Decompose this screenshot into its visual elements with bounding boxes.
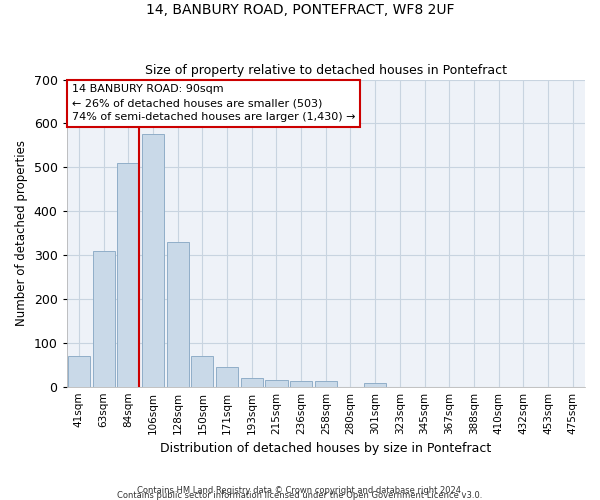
Bar	[241, 378, 263, 386]
Bar	[167, 242, 189, 386]
Text: Contains HM Land Registry data © Crown copyright and database right 2024.: Contains HM Land Registry data © Crown c…	[137, 486, 463, 495]
Text: Contains public sector information licensed under the Open Government Licence v3: Contains public sector information licen…	[118, 491, 482, 500]
X-axis label: Distribution of detached houses by size in Pontefract: Distribution of detached houses by size …	[160, 442, 491, 455]
Bar	[142, 134, 164, 386]
Bar	[117, 163, 139, 386]
Text: 14 BANBURY ROAD: 90sqm
← 26% of detached houses are smaller (503)
74% of semi-de: 14 BANBURY ROAD: 90sqm ← 26% of detached…	[72, 84, 355, 122]
Y-axis label: Number of detached properties: Number of detached properties	[15, 140, 28, 326]
Bar	[314, 382, 337, 386]
Bar	[265, 380, 287, 386]
Bar	[191, 356, 214, 386]
Bar	[364, 383, 386, 386]
Title: Size of property relative to detached houses in Pontefract: Size of property relative to detached ho…	[145, 64, 507, 77]
Bar	[216, 367, 238, 386]
Bar	[92, 250, 115, 386]
Bar	[68, 356, 90, 386]
Text: 14, BANBURY ROAD, PONTEFRACT, WF8 2UF: 14, BANBURY ROAD, PONTEFRACT, WF8 2UF	[146, 2, 454, 16]
Bar	[290, 382, 312, 386]
